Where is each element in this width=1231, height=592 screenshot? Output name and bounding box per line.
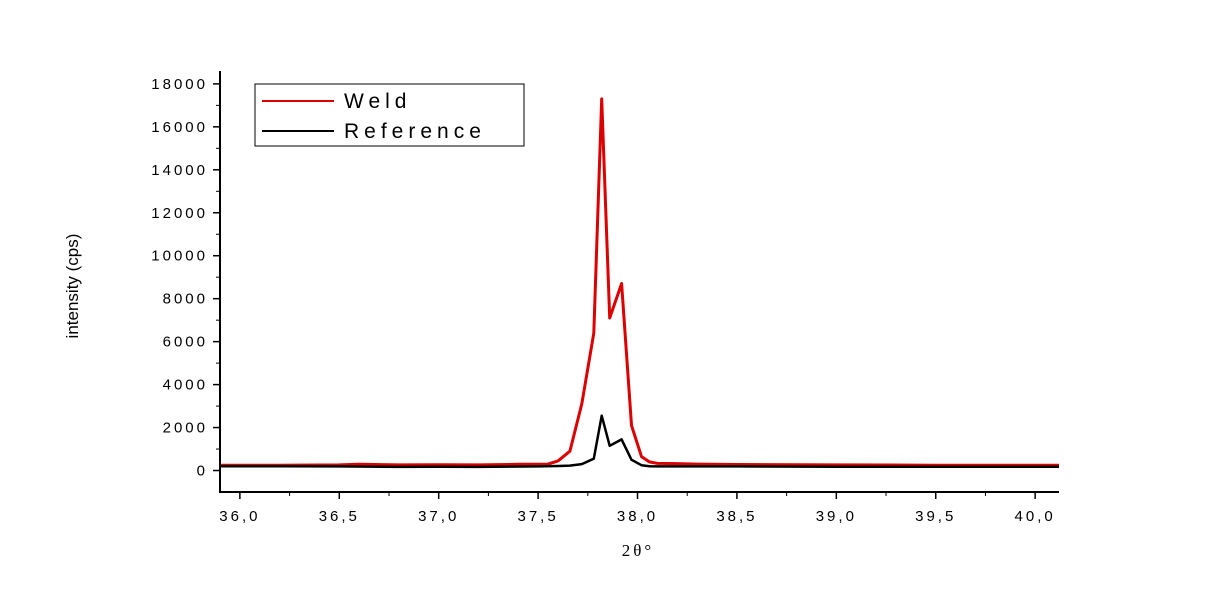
series-line-reference (220, 414, 1059, 469)
series-layer (220, 97, 1059, 469)
y-tick-label: 0 (197, 463, 208, 480)
axes (219, 71, 1059, 493)
y-tick-label: 18000 (151, 76, 208, 93)
x-tick-label: 37,0 (418, 508, 459, 525)
x-tick-label: 36,0 (219, 508, 260, 525)
x-tick-label: 39,5 (915, 508, 956, 525)
y-tick-label: 2000 (163, 420, 208, 437)
y-tick-label: 4000 (163, 377, 208, 394)
legend: Weld Reference (254, 83, 525, 147)
x-axis-title: 2θ° (622, 541, 654, 560)
y-tick-label: 16000 (151, 119, 208, 136)
legend-label-reference: Reference (344, 120, 486, 143)
x-tick-label: 40,0 (1015, 508, 1056, 525)
legend-label-weld: Weld (344, 90, 411, 113)
series-line-weld (220, 97, 1059, 467)
y-axis-title: intensity (cps) (63, 234, 82, 339)
x-tick-label: 39,0 (816, 508, 857, 525)
x-ticks: 36,0 36,5 37,0 37,5 38,0 38,5 39,0 39,5 40,0 (219, 492, 1056, 525)
y-tick-label: 12000 (151, 205, 208, 222)
x-tick-label: 38,0 (617, 508, 658, 525)
y-ticks: 0 2000 4000 6000 8000 10000 12000 14000 16000 180… (151, 76, 220, 480)
x-tick-label: 37,5 (518, 508, 559, 525)
y-tick-label: 8000 (163, 291, 208, 308)
x-tick-label: 36,5 (319, 508, 360, 525)
legend-box (254, 83, 525, 147)
y-tick-label: 14000 (151, 162, 208, 179)
y-tick-label: 10000 (151, 248, 208, 265)
y-tick-label: 6000 (163, 334, 208, 351)
x-tick-label: 38,5 (716, 508, 757, 525)
